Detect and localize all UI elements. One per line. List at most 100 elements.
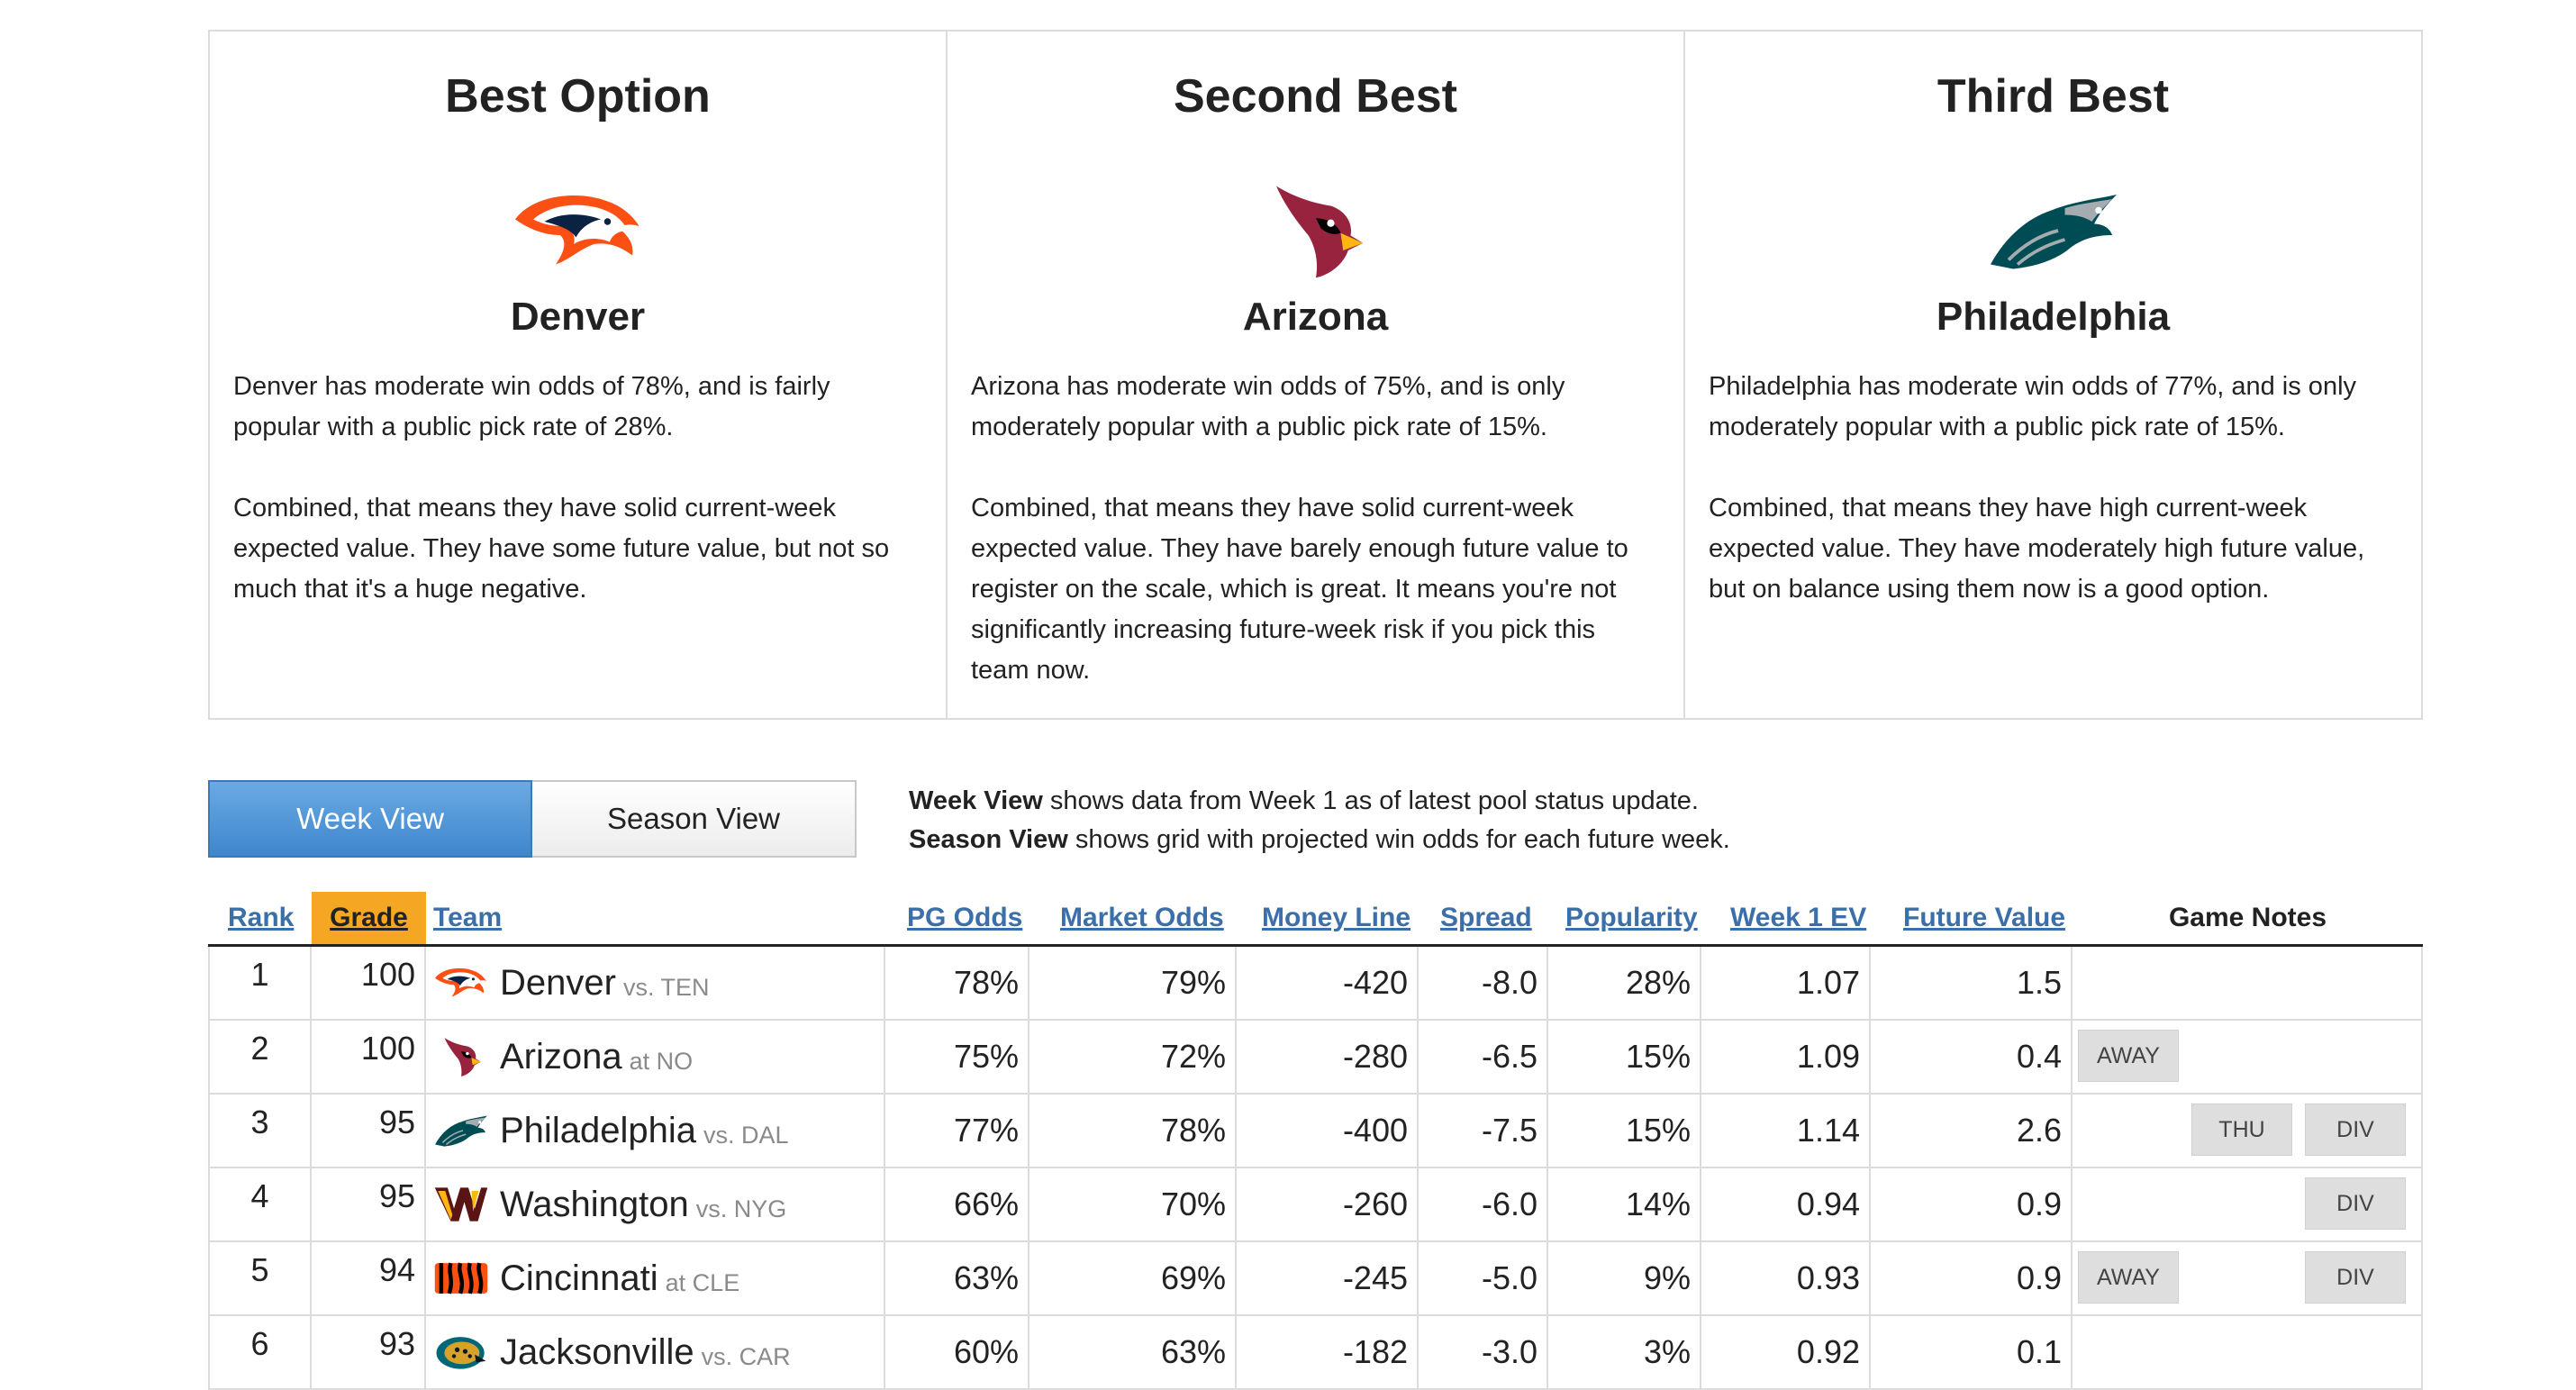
- opponent: vs. TEN: [622, 973, 710, 1001]
- grade-cell: 95: [312, 1168, 426, 1240]
- opponent: at NO: [629, 1047, 694, 1075]
- pg-odds-column-header[interactable]: PG Odds: [907, 903, 1023, 932]
- cardinals-logo-icon: [1248, 181, 1383, 280]
- future-value-column-header[interactable]: Future Value: [1903, 903, 2066, 932]
- division-badge: DIV: [2305, 1251, 2406, 1304]
- team-cell[interactable]: Denver vs. TEN: [426, 947, 885, 1019]
- pg-odds-cell: 66%: [885, 1168, 1029, 1240]
- week-ev-cell: 0.92: [1701, 1316, 1871, 1388]
- team-cell[interactable]: Arizona at NO: [426, 1021, 885, 1093]
- market-odds-cell: 72%: [1029, 1021, 1237, 1093]
- future-value-cell: 0.9: [1871, 1168, 2073, 1240]
- table-row[interactable]: 6 93 Jacksonville vs. CAR 60% 63% -182 -…: [208, 1316, 2423, 1390]
- popularity-cell: 3%: [1548, 1316, 1701, 1388]
- team-name[interactable]: Jacksonville: [500, 1331, 694, 1372]
- game-notes-cell: THU DIV: [2073, 1095, 2423, 1167]
- rank-cell: 2: [208, 1021, 312, 1093]
- market-odds-cell: 79%: [1029, 947, 1237, 1019]
- market-odds-cell: 69%: [1029, 1242, 1237, 1314]
- team-column-header[interactable]: Team: [433, 903, 503, 932]
- popularity-column-header[interactable]: Popularity: [1565, 903, 1698, 932]
- card-heading: Best Option: [445, 70, 711, 123]
- game-notes-cell: AWAY: [2073, 1021, 2423, 1093]
- pg-odds-cell: 60%: [885, 1316, 1029, 1388]
- season-view-text: shows grid with projected win odds for e…: [1067, 825, 1730, 854]
- broncos-logo-icon: [433, 962, 489, 1004]
- card-heading: Second Best: [1174, 70, 1457, 123]
- team-name[interactable]: Cincinnati: [500, 1258, 658, 1298]
- table-row[interactable]: 5 94 Cincinnati at CLE 63% 69% -245 -5.0…: [208, 1242, 2423, 1316]
- season-view-term: Season View: [909, 825, 1068, 854]
- week-ev-cell: 1.09: [1701, 1021, 1871, 1093]
- week-view-term: Week View: [909, 786, 1043, 815]
- team-name[interactable]: Philadelphia: [500, 1110, 696, 1150]
- card-team-name: Denver: [510, 295, 646, 339]
- division-badge: DIV: [2305, 1177, 2406, 1230]
- commanders-logo-icon: [433, 1184, 489, 1225]
- second-best-card: Second Best Arizona Arizona has moderate…: [948, 32, 1685, 718]
- season-view-button[interactable]: Season View: [532, 780, 857, 858]
- week-ev-column-header[interactable]: Week 1 EV: [1730, 903, 1867, 932]
- money-line-cell: -182: [1237, 1316, 1419, 1388]
- spread-cell: -3.0: [1419, 1316, 1548, 1388]
- market-odds-column-header[interactable]: Market Odds: [1060, 903, 1224, 932]
- week-ev-cell: 1.07: [1701, 947, 1871, 1019]
- rank-cell: 5: [208, 1242, 312, 1314]
- popularity-cell: 15%: [1548, 1095, 1701, 1167]
- table-row[interactable]: 1 100 Denver vs. TEN 78% 79% -420 -8.0 2…: [208, 947, 2423, 1021]
- team-cell[interactable]: Cincinnati at CLE: [426, 1242, 885, 1314]
- away-badge: AWAY: [2078, 1030, 2179, 1082]
- view-description: Week View shows data from Week 1 as of l…: [909, 782, 1730, 859]
- game-notes-cell: [2073, 1316, 2423, 1388]
- opponent: at CLE: [665, 1268, 740, 1296]
- money-line-cell: -260: [1237, 1168, 1419, 1240]
- grade-cell: 93: [312, 1316, 426, 1388]
- card-value-text: Combined, that means they have high curr…: [1709, 494, 2365, 604]
- popularity-cell: 9%: [1548, 1242, 1701, 1314]
- team-name[interactable]: Denver: [500, 962, 616, 1003]
- money-line-cell: -280: [1237, 1021, 1419, 1093]
- team-cell[interactable]: Washington vs. NYG: [426, 1168, 885, 1240]
- opponent: vs. DAL: [703, 1121, 789, 1149]
- team-cell[interactable]: Philadelphia vs. DAL: [426, 1095, 885, 1167]
- money-line-cell: -245: [1237, 1242, 1419, 1314]
- money-line-cell: -400: [1237, 1095, 1419, 1167]
- rank-cell: 1: [208, 947, 312, 1019]
- opponent: vs. CAR: [701, 1342, 791, 1370]
- card-heading: Third Best: [1937, 70, 2170, 123]
- popularity-cell: 28%: [1548, 947, 1701, 1019]
- table-row[interactable]: 2 100 Arizona at NO 75% 72% -280 -6.5 15…: [208, 1021, 2423, 1095]
- picks-table: Rank Grade Team PG Odds Market Odds Mone…: [208, 892, 2423, 1390]
- team-cell[interactable]: Jacksonville vs. CAR: [426, 1316, 885, 1388]
- game-notes-cell: AWAY DIV: [2073, 1242, 2423, 1314]
- best-option-card: Best Option Denver Denver has moderate w…: [210, 32, 948, 718]
- grade-cell: 100: [312, 947, 426, 1019]
- spread-cell: -5.0: [1419, 1242, 1548, 1314]
- future-value-cell: 0.9: [1871, 1242, 2073, 1314]
- grade-column-header[interactable]: Grade: [312, 892, 426, 944]
- money-line-column-header[interactable]: Money Line: [1262, 903, 1411, 932]
- pg-odds-cell: 77%: [885, 1095, 1029, 1167]
- top-picks-panel: Best Option Denver Denver has moderate w…: [208, 30, 2423, 720]
- card-value-text: Combined, that means they have solid cur…: [233, 494, 890, 604]
- team-name[interactable]: Arizona: [500, 1036, 622, 1077]
- eagles-logo-icon: [433, 1110, 489, 1151]
- rank-cell: 3: [208, 1095, 312, 1167]
- market-odds-cell: 63%: [1029, 1316, 1237, 1388]
- division-badge: DIV: [2305, 1104, 2406, 1156]
- popularity-cell: 15%: [1548, 1021, 1701, 1093]
- week-ev-cell: 0.93: [1701, 1242, 1871, 1314]
- rank-column-header[interactable]: Rank: [228, 903, 295, 932]
- table-body: 1 100 Denver vs. TEN 78% 79% -420 -8.0 2…: [208, 947, 2423, 1390]
- rank-cell: 4: [208, 1168, 312, 1240]
- week-view-button[interactable]: Week View: [208, 780, 532, 858]
- game-notes-cell: [2073, 947, 2423, 1019]
- table-row[interactable]: 3 95 Philadelphia vs. DAL 77% 78% -400 -…: [208, 1095, 2423, 1168]
- spread-column-header[interactable]: Spread: [1440, 903, 1532, 932]
- future-value-cell: 2.6: [1871, 1095, 2073, 1167]
- team-name[interactable]: Washington: [500, 1184, 689, 1224]
- table-row[interactable]: 4 95 Washington vs. NYG 66% 70% -260 -6.…: [208, 1168, 2423, 1242]
- card-team-name: Arizona: [1242, 295, 1389, 339]
- pg-odds-cell: 63%: [885, 1242, 1029, 1314]
- spread-cell: -6.0: [1419, 1168, 1548, 1240]
